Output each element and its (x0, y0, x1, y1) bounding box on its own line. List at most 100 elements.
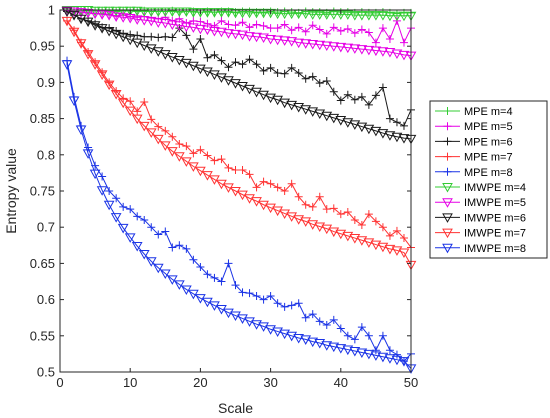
legend: MPE m=4 MPE m=5 MPE m=6 MPE m=7 MPE m=8 IMWPE… (429, 100, 548, 259)
data-point (98, 172, 107, 181)
data-point (175, 241, 184, 250)
legend-swatch-marker (443, 122, 452, 131)
data-point (238, 288, 247, 297)
data-point (82, 149, 94, 159)
x-tick-label: 0 (56, 375, 63, 390)
data-point (342, 118, 354, 128)
data-point (391, 11, 403, 22)
data-point (131, 15, 143, 25)
data-point (258, 90, 269, 101)
data-point (308, 21, 317, 30)
data-point (244, 32, 255, 42)
data-point (124, 106, 136, 117)
legend-item: MPE m=5 (435, 121, 513, 133)
data-point (350, 95, 359, 104)
data-point (371, 217, 380, 226)
data-point (224, 63, 233, 72)
data-point (210, 156, 219, 165)
data-point (315, 25, 324, 34)
data-point (343, 24, 352, 33)
legend-swatch-marker (442, 243, 453, 254)
data-point (131, 114, 143, 125)
legend-item: IMWPE m=6 (435, 212, 526, 224)
data-point (188, 23, 199, 33)
data-point (230, 29, 241, 40)
data-point (166, 275, 178, 285)
data-point (378, 83, 387, 92)
legend-box (429, 100, 548, 259)
data-point (300, 39, 312, 49)
legend-swatch-marker (443, 137, 452, 146)
data-point (251, 32, 262, 43)
data-point (166, 20, 178, 30)
legend-label: MPE m=8 (464, 167, 513, 179)
data-point (224, 259, 233, 268)
data-point (181, 22, 192, 33)
data-point (357, 323, 366, 332)
data-point (224, 163, 233, 172)
data-point (371, 91, 380, 100)
data-point (133, 107, 142, 116)
data-point (96, 70, 108, 80)
data-point (89, 21, 101, 31)
data-point (329, 87, 338, 96)
data-point (350, 215, 359, 224)
data-point (131, 6, 143, 17)
data-point (259, 21, 268, 30)
data-point (328, 42, 340, 52)
data-point (140, 32, 149, 41)
data-point (321, 10, 333, 20)
data-point (117, 32, 129, 43)
data-point (244, 317, 255, 327)
data-point (391, 246, 403, 256)
data-point (259, 177, 268, 186)
legend-swatch-marker (442, 213, 453, 223)
data-point (398, 248, 410, 259)
data-point (147, 115, 156, 124)
legend-item: MPE m=6 (435, 136, 513, 148)
data-point (145, 7, 157, 17)
data-point (223, 308, 234, 319)
data-point (124, 35, 136, 46)
data-point (182, 31, 191, 40)
data-point (294, 68, 303, 77)
data-point (189, 255, 198, 264)
x-tick-label: 20 (193, 375, 207, 390)
y-tick-label: 0.75 (30, 184, 55, 199)
data-point (89, 60, 101, 70)
data-point (399, 121, 408, 130)
data-point (391, 355, 403, 366)
data-point (237, 8, 248, 19)
data-point (287, 26, 296, 35)
data-point (224, 20, 233, 29)
data-point (280, 20, 289, 29)
data-point (314, 10, 326, 20)
data-point (328, 113, 340, 124)
data-point (244, 84, 255, 95)
data-point (195, 24, 206, 35)
data-point (307, 220, 319, 230)
data-point (258, 8, 269, 19)
data-point (265, 8, 276, 19)
legend-swatch-marker (442, 228, 453, 239)
data-point (356, 348, 368, 358)
data-point (103, 80, 115, 91)
data-point (329, 315, 338, 324)
data-point (68, 96, 80, 107)
data-point (342, 10, 354, 20)
legend-label: IMWPE m=7 (464, 228, 526, 240)
data-point (189, 149, 198, 158)
data-point (96, 186, 108, 196)
data-point (286, 100, 298, 111)
data-point (377, 129, 389, 139)
data-point (173, 21, 185, 31)
data-point (287, 301, 296, 310)
data-point (336, 324, 345, 333)
data-point (154, 122, 163, 131)
data-point (273, 299, 282, 308)
legend-label: MPE m=4 (464, 106, 513, 118)
data-point (168, 132, 177, 141)
data-point (391, 49, 403, 59)
data-point (279, 329, 290, 340)
data-point (154, 33, 163, 42)
